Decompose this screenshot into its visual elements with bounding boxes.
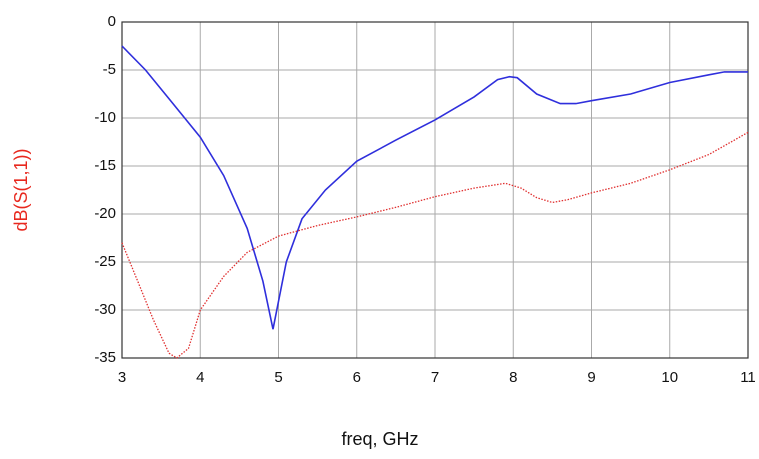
y-tick-label: -15 bbox=[94, 157, 116, 174]
y-tick-label: -20 bbox=[94, 205, 116, 222]
y-axis-label: dB(S(1,1)) bbox=[11, 148, 31, 231]
x-axis-label: freq, GHz bbox=[341, 429, 418, 449]
y-tick-label: -30 bbox=[94, 301, 116, 318]
x-tick-label: 4 bbox=[196, 369, 204, 386]
plot-frame bbox=[121, 21, 749, 359]
y-tick-label: -5 bbox=[103, 61, 116, 78]
y-tick-label: -10 bbox=[94, 109, 116, 126]
x-tick-label: 3 bbox=[118, 369, 126, 386]
x-tick-label: 6 bbox=[353, 369, 361, 386]
x-tick-label: 9 bbox=[587, 369, 595, 386]
x-tick-label: 8 bbox=[509, 369, 517, 386]
series-line bbox=[121, 45, 748, 330]
y-tick-label: 0 bbox=[108, 13, 116, 30]
series-line bbox=[121, 131, 749, 359]
x-tick-label: 7 bbox=[431, 369, 439, 386]
x-tick-label: 5 bbox=[274, 369, 282, 386]
x-tick-label: 11 bbox=[740, 369, 756, 386]
x-tick-label: 10 bbox=[661, 369, 678, 386]
y-tick-label: -35 bbox=[94, 349, 116, 366]
y-tick-label: -25 bbox=[94, 253, 116, 270]
